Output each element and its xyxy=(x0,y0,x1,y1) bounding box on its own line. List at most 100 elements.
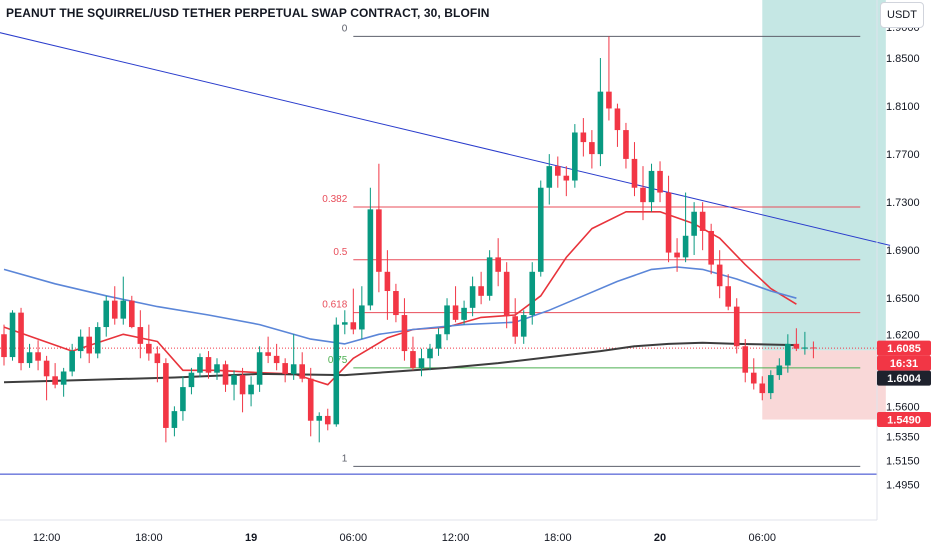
x-tick-label: 12:00 xyxy=(33,532,61,544)
candle xyxy=(708,223,714,275)
candle xyxy=(469,276,476,317)
candle-body xyxy=(367,209,374,306)
candle-body xyxy=(435,334,442,349)
candle-body xyxy=(461,307,467,320)
candle xyxy=(555,156,561,188)
candle xyxy=(299,352,305,383)
candle-body xyxy=(316,415,323,421)
candle xyxy=(265,336,271,364)
candle-body xyxy=(410,351,416,368)
candle-body xyxy=(546,166,553,188)
candle xyxy=(537,180,544,277)
candle xyxy=(802,331,808,355)
candle-body xyxy=(759,383,766,394)
trendline xyxy=(0,32,891,246)
price-tag-label: 1.6004 xyxy=(887,373,922,385)
candle-body xyxy=(606,91,612,109)
candle-body xyxy=(86,336,92,354)
currency-button[interactable]: USDT xyxy=(880,2,924,28)
candle xyxy=(614,103,621,147)
price-tag-label: 1.6085 xyxy=(887,343,921,355)
candle xyxy=(418,348,425,377)
candle-body xyxy=(359,305,365,330)
position-tool xyxy=(762,0,886,420)
candle-body xyxy=(9,312,16,358)
candle-body xyxy=(111,300,118,319)
candle-body xyxy=(69,351,75,372)
candle xyxy=(606,36,612,121)
candle-body xyxy=(529,271,536,316)
candle-body xyxy=(418,358,425,368)
x-tick-label: 06:00 xyxy=(749,532,777,544)
candle-body xyxy=(725,286,731,307)
candle xyxy=(248,376,254,407)
candle-body xyxy=(290,364,297,374)
candle xyxy=(94,322,101,359)
candle xyxy=(682,192,689,263)
candle-body xyxy=(307,378,314,421)
candle xyxy=(444,298,450,341)
candle-body xyxy=(129,300,135,328)
candle xyxy=(691,202,697,255)
candle xyxy=(359,286,365,340)
candle xyxy=(495,238,501,287)
candle-body xyxy=(495,257,501,272)
price-tag-label: 16:31 xyxy=(890,358,918,370)
x-tick-label: 19 xyxy=(245,532,257,544)
candle xyxy=(785,334,791,373)
candle-body xyxy=(452,305,459,320)
candles xyxy=(1,36,817,443)
candle-body xyxy=(205,357,212,373)
candle xyxy=(350,288,357,335)
candle xyxy=(146,324,152,361)
candle-body xyxy=(239,375,246,395)
y-tick-label: 1.7300 xyxy=(886,197,920,209)
candle xyxy=(222,360,229,392)
candle-body xyxy=(589,142,595,155)
fib-level-label: 0.382 xyxy=(322,194,347,205)
candle-body xyxy=(648,170,655,203)
candle-body xyxy=(77,336,84,352)
candle-body xyxy=(486,257,493,296)
candle xyxy=(810,341,817,359)
candle xyxy=(197,353,203,378)
candle xyxy=(520,310,527,344)
candle xyxy=(427,343,433,371)
candle-body xyxy=(682,235,689,258)
candle-body xyxy=(137,327,144,344)
candle-body xyxy=(572,132,578,181)
fib-level-label: 1 xyxy=(342,453,348,464)
candle-body xyxy=(674,252,680,258)
fib-level-label: 0.618 xyxy=(322,300,347,311)
y-tick-label: 1.6900 xyxy=(886,245,920,257)
candle-body xyxy=(384,271,391,292)
candle-body xyxy=(188,372,195,388)
candle xyxy=(742,339,749,383)
candle-body xyxy=(427,348,433,359)
candle xyxy=(205,351,212,379)
candle xyxy=(239,367,246,413)
position-loss-zone xyxy=(762,350,886,420)
candle xyxy=(563,166,570,197)
candle xyxy=(461,300,467,325)
candle-body xyxy=(94,327,101,354)
candle-body xyxy=(393,291,399,316)
candle xyxy=(486,250,493,301)
candle-body xyxy=(197,357,203,373)
candle xyxy=(393,283,399,323)
price-tag-label: 1.5490 xyxy=(887,415,921,427)
candle xyxy=(273,343,280,371)
candle-body xyxy=(146,343,152,354)
candle-body xyxy=(750,372,757,384)
candle xyxy=(180,376,186,421)
candle-body xyxy=(810,347,817,349)
candle xyxy=(154,346,161,383)
candle-body xyxy=(520,315,527,337)
candle xyxy=(333,317,340,427)
candle-body xyxy=(768,375,774,394)
candle-body xyxy=(699,211,706,231)
candle-body xyxy=(18,312,24,364)
candle-body xyxy=(52,376,58,385)
